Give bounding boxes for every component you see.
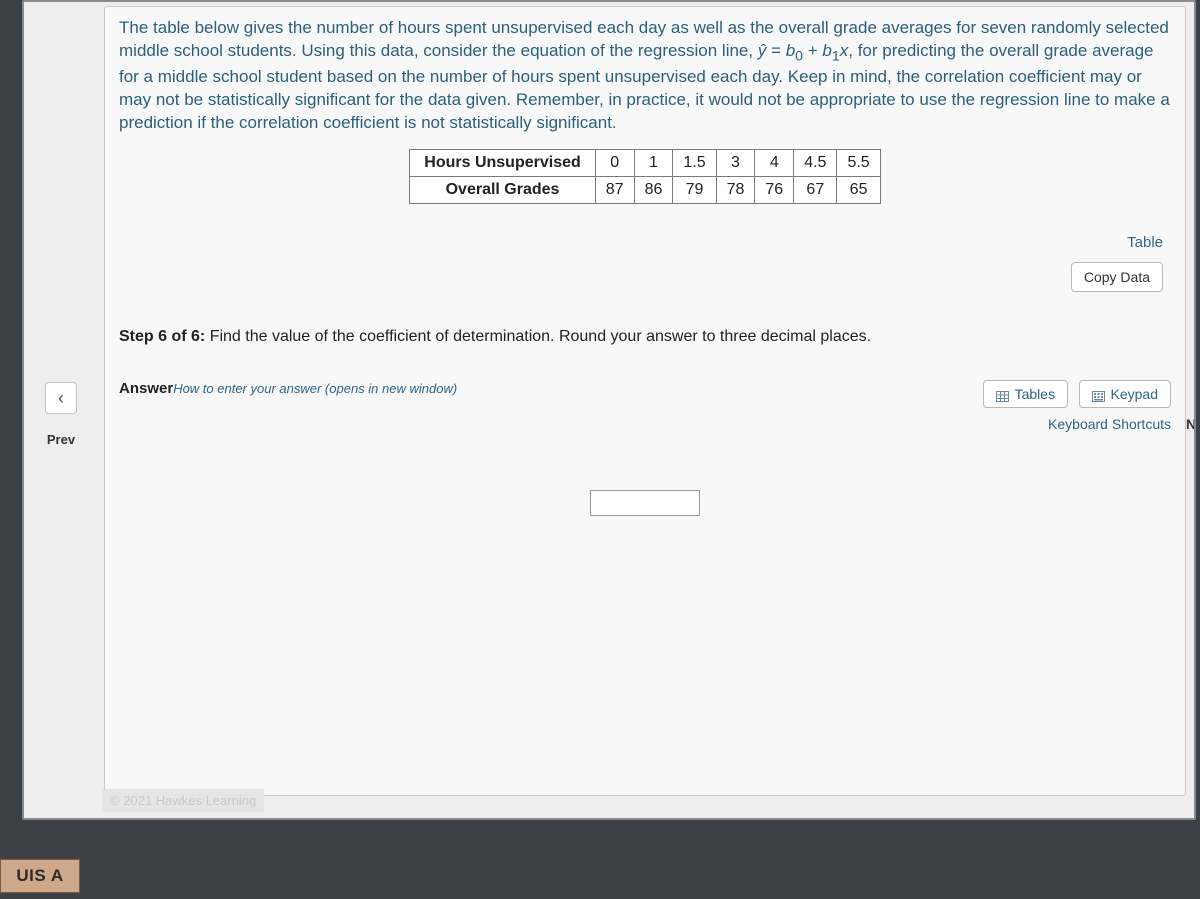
cell-grades-0: 87: [595, 177, 634, 204]
answer-label-group: AnswerHow to enter your answer (opens in…: [119, 380, 457, 397]
cell-hours-3: 3: [716, 150, 755, 177]
answer-tools: Tables Keypad Keyboard Shortcuts: [977, 380, 1171, 432]
eq-b1-sub: 1: [832, 48, 840, 64]
eq-b0: b: [786, 41, 795, 60]
tables-button-label: Tables: [1015, 386, 1055, 402]
cell-hours-2: 1.5: [673, 150, 716, 177]
row-header-grades: Overall Grades: [410, 177, 595, 204]
prev-label: Prev: [26, 432, 96, 447]
tables-button[interactable]: Tables: [983, 380, 1068, 408]
step-text: Find the value of the coefficient of det…: [210, 328, 871, 345]
prev-button[interactable]: ‹: [45, 382, 77, 414]
eq-b0-sub: 0: [795, 48, 803, 64]
chevron-left-icon: ‹: [58, 388, 64, 409]
keypad-button[interactable]: Keypad: [1079, 380, 1171, 408]
cell-hours-1: 1: [634, 150, 673, 177]
tables-icon: [996, 389, 1009, 400]
next-label-sliver: N: [1186, 416, 1194, 444]
cell-hours-5: 4.5: [794, 150, 837, 177]
cell-grades-4: 76: [755, 177, 794, 204]
cell-grades-6: 65: [837, 177, 880, 204]
cell-hours-6: 5.5: [837, 150, 880, 177]
answer-hint-link[interactable]: How to enter your answer (opens in new w…: [173, 381, 457, 396]
cell-hours-4: 4: [755, 150, 794, 177]
copyright-footer: © 2021 Hawkes Learning: [102, 789, 264, 812]
cell-grades-2: 79: [673, 177, 716, 204]
keypad-button-label: Keypad: [1111, 386, 1158, 402]
table-link[interactable]: Table: [1127, 234, 1163, 251]
keypad-icon: [1092, 389, 1105, 400]
uis-a-badge: UIS A: [0, 859, 80, 893]
side-nav: ‹ Prev: [26, 382, 96, 447]
copy-data-button[interactable]: Copy Data: [1071, 262, 1163, 292]
keyboard-shortcuts-link[interactable]: Keyboard Shortcuts: [977, 416, 1171, 432]
eq-x: x: [840, 41, 849, 60]
step-instruction: Step 6 of 6: Find the value of the coeff…: [119, 328, 1171, 346]
row-header-hours: Hours Unsupervised: [410, 150, 595, 177]
question-panel: The table below gives the number of hour…: [104, 6, 1186, 796]
eq-b1: b: [822, 41, 831, 60]
cell-hours-0: 0: [595, 150, 634, 177]
eq-plus: +: [803, 41, 822, 60]
cell-grades-3: 78: [716, 177, 755, 204]
answer-input-area: [119, 490, 1171, 516]
table-actions: Table Copy Data: [119, 234, 1171, 292]
data-table: Hours Unsupervised 0 1 1.5 3 4 4.5 5.5 O…: [409, 149, 880, 204]
eq-eq: =: [766, 41, 785, 60]
app-frame: ‹ Prev The table below gives the number …: [22, 0, 1196, 820]
answer-input[interactable]: [590, 490, 700, 516]
question-intro: The table below gives the number of hour…: [119, 17, 1171, 135]
cell-grades-1: 86: [634, 177, 673, 204]
answer-label: Answer: [119, 380, 173, 397]
cell-grades-5: 67: [794, 177, 837, 204]
table-row: Overall Grades 87 86 79 78 76 67 65: [410, 177, 880, 204]
answer-bar: AnswerHow to enter your answer (opens in…: [119, 380, 1171, 432]
step-prefix: Step 6 of 6:: [119, 328, 210, 345]
table-row: Hours Unsupervised 0 1 1.5 3 4 4.5 5.5: [410, 150, 880, 177]
